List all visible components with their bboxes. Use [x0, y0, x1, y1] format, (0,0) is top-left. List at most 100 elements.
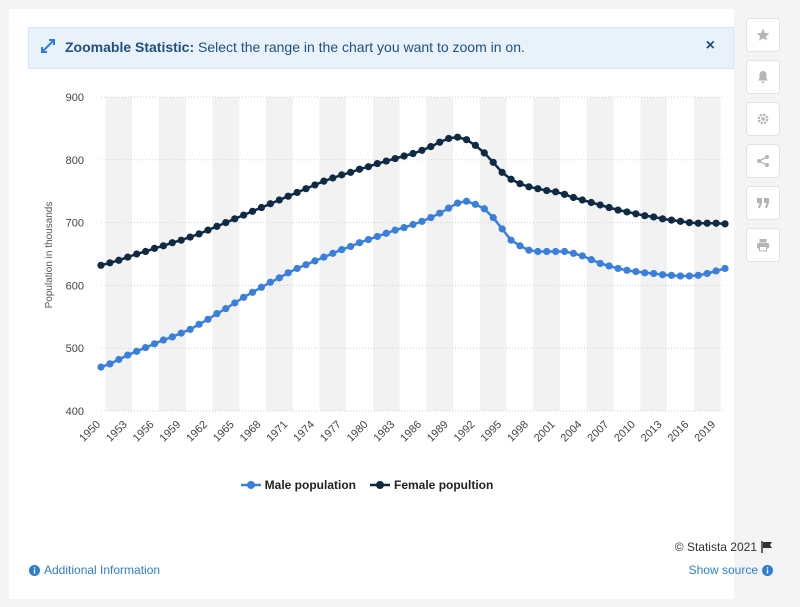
data-point-male[interactable]	[293, 264, 301, 273]
data-point-female[interactable]	[650, 213, 658, 221]
data-point-male[interactable]	[409, 220, 417, 229]
data-point-female[interactable]	[596, 201, 604, 209]
data-point-female[interactable]	[159, 242, 167, 250]
data-point-male[interactable]	[614, 264, 622, 273]
print-button[interactable]	[746, 228, 780, 262]
data-point-male[interactable]	[427, 213, 435, 222]
data-point-male[interactable]	[659, 271, 667, 279]
data-point-male[interactable]	[329, 249, 337, 257]
data-point-female[interactable]	[266, 200, 274, 208]
data-point-female[interactable]	[133, 250, 141, 258]
data-point-female[interactable]	[525, 183, 533, 191]
data-point-female[interactable]	[516, 180, 524, 188]
data-point-male[interactable]	[213, 310, 221, 318]
data-point-female[interactable]	[632, 210, 640, 218]
data-point-male[interactable]	[373, 232, 381, 241]
data-point-female[interactable]	[222, 219, 230, 227]
data-point-male[interactable]	[445, 204, 453, 212]
data-point-female[interactable]	[623, 208, 631, 216]
data-point-female[interactable]	[168, 239, 176, 247]
data-point-male[interactable]	[676, 272, 685, 280]
data-point-male[interactable]	[667, 271, 676, 279]
data-point-female[interactable]	[195, 230, 203, 238]
data-point-male[interactable]	[240, 293, 248, 301]
data-point-female[interactable]	[427, 143, 435, 151]
close-icon[interactable]: ×	[705, 37, 715, 54]
data-point-female[interactable]	[391, 154, 399, 163]
data-point-male[interactable]	[347, 242, 355, 251]
data-point-female[interactable]	[409, 149, 417, 158]
data-point-female[interactable]	[347, 168, 355, 176]
data-point-female[interactable]	[311, 181, 319, 189]
data-point-female[interactable]	[329, 174, 337, 182]
data-point-female[interactable]	[141, 247, 150, 256]
data-point-female[interactable]	[471, 141, 479, 149]
data-point-male[interactable]	[177, 329, 185, 337]
data-point-male[interactable]	[195, 320, 203, 328]
notification-button[interactable]	[746, 60, 780, 94]
data-point-female[interactable]	[293, 188, 301, 197]
legend-item-female[interactable]: Female popultion	[370, 478, 493, 492]
data-point-female[interactable]	[560, 190, 569, 198]
data-point-female[interactable]	[534, 185, 542, 193]
data-point-male[interactable]	[141, 343, 150, 352]
data-point-female[interactable]	[231, 215, 239, 223]
data-point-female[interactable]	[436, 138, 444, 146]
favorite-button[interactable]	[746, 18, 780, 52]
data-point-male[interactable]	[489, 213, 497, 222]
cite-button[interactable]	[746, 186, 780, 220]
data-point-male[interactable]	[320, 253, 328, 261]
data-point-male[interactable]	[266, 278, 274, 286]
share-button[interactable]	[746, 144, 780, 178]
data-point-male[interactable]	[605, 262, 613, 270]
data-point-male[interactable]	[133, 347, 141, 355]
data-point-male[interactable]	[560, 247, 569, 256]
data-point-female[interactable]	[400, 152, 408, 160]
data-point-male[interactable]	[436, 209, 444, 217]
data-point-male[interactable]	[641, 269, 649, 277]
data-point-male[interactable]	[106, 360, 114, 368]
data-point-female[interactable]	[338, 171, 346, 179]
legend-item-male[interactable]: Male population	[240, 478, 356, 492]
data-point-female[interactable]	[115, 256, 123, 264]
data-point-female[interactable]	[364, 163, 373, 171]
data-point-male[interactable]	[159, 336, 167, 344]
data-point-male[interactable]	[284, 269, 292, 277]
data-point-male[interactable]	[569, 249, 578, 257]
data-point-male[interactable]	[302, 261, 310, 269]
data-point-female[interactable]	[213, 222, 221, 230]
data-point-male[interactable]	[97, 363, 105, 371]
data-point-male[interactable]	[355, 239, 364, 247]
data-point-male[interactable]	[453, 199, 462, 207]
data-point-male[interactable]	[525, 246, 533, 254]
data-point-male[interactable]	[587, 256, 595, 264]
data-point-female[interactable]	[257, 203, 266, 212]
data-point-female[interactable]	[355, 165, 364, 173]
data-point-female[interactable]	[721, 220, 729, 228]
data-point-male[interactable]	[578, 252, 586, 260]
data-point-male[interactable]	[721, 264, 729, 273]
data-point-male[interactable]	[222, 305, 230, 313]
data-point-female[interactable]	[605, 203, 613, 212]
data-point-female[interactable]	[676, 217, 685, 225]
data-point-female[interactable]	[177, 236, 185, 244]
data-point-female[interactable]	[578, 196, 586, 204]
data-point-male[interactable]	[231, 299, 239, 307]
data-point-male[interactable]	[391, 226, 399, 234]
data-point-male[interactable]	[543, 247, 551, 256]
data-point-female[interactable]	[694, 219, 702, 227]
data-point-male[interactable]	[712, 267, 720, 275]
data-point-male[interactable]	[418, 217, 426, 225]
data-point-female[interactable]	[641, 212, 649, 220]
data-point-male[interactable]	[623, 266, 631, 274]
data-point-male[interactable]	[115, 355, 123, 364]
data-point-female[interactable]	[453, 133, 462, 141]
data-point-female[interactable]	[124, 253, 132, 261]
data-point-female[interactable]	[614, 206, 622, 214]
data-point-male[interactable]	[257, 283, 266, 291]
data-point-female[interactable]	[569, 193, 578, 202]
data-point-male[interactable]	[516, 242, 524, 250]
data-point-female[interactable]	[418, 146, 426, 154]
data-point-female[interactable]	[106, 259, 114, 267]
